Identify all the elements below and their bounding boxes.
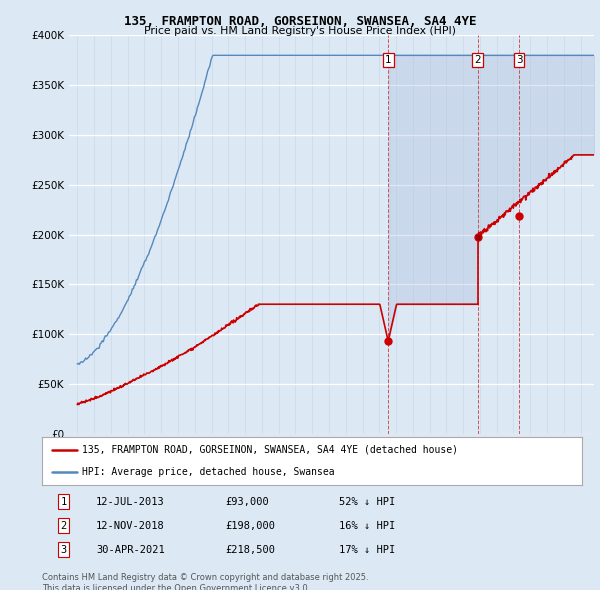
- Text: 135, FRAMPTON ROAD, GORSEINON, SWANSEA, SA4 4YE (detached house): 135, FRAMPTON ROAD, GORSEINON, SWANSEA, …: [83, 445, 458, 455]
- Text: 2: 2: [61, 521, 67, 530]
- Text: 12-NOV-2018: 12-NOV-2018: [96, 521, 165, 530]
- Text: Price paid vs. HM Land Registry's House Price Index (HPI): Price paid vs. HM Land Registry's House …: [144, 26, 456, 36]
- Text: 12-JUL-2013: 12-JUL-2013: [96, 497, 165, 507]
- Text: HPI: Average price, detached house, Swansea: HPI: Average price, detached house, Swan…: [83, 467, 335, 477]
- Text: 1: 1: [61, 497, 67, 507]
- Text: 1: 1: [385, 55, 392, 65]
- Text: 135, FRAMPTON ROAD, GORSEINON, SWANSEA, SA4 4YE: 135, FRAMPTON ROAD, GORSEINON, SWANSEA, …: [124, 15, 476, 28]
- Text: 16% ↓ HPI: 16% ↓ HPI: [339, 521, 395, 530]
- Text: £218,500: £218,500: [226, 545, 275, 555]
- Text: 52% ↓ HPI: 52% ↓ HPI: [339, 497, 395, 507]
- Text: £93,000: £93,000: [226, 497, 269, 507]
- Text: Contains HM Land Registry data © Crown copyright and database right 2025.
This d: Contains HM Land Registry data © Crown c…: [42, 573, 368, 590]
- Text: 3: 3: [61, 545, 67, 555]
- Text: 3: 3: [516, 55, 523, 65]
- Text: £198,000: £198,000: [226, 521, 275, 530]
- Text: 2: 2: [475, 55, 481, 65]
- Text: 17% ↓ HPI: 17% ↓ HPI: [339, 545, 395, 555]
- Text: 30-APR-2021: 30-APR-2021: [96, 545, 165, 555]
